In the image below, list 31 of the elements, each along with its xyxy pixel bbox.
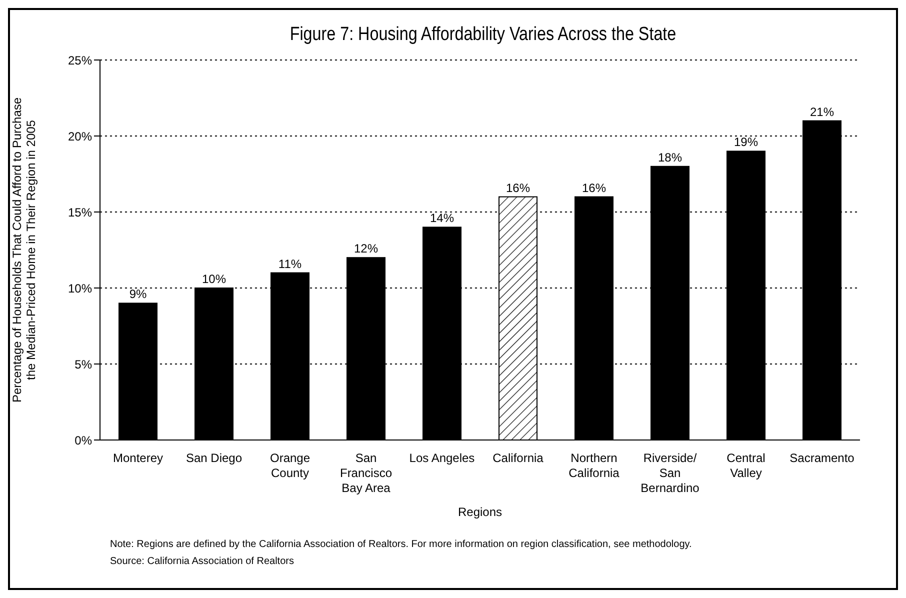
y-tick-label: 5%: [74, 357, 92, 372]
source-note: Source: California Association of Realtors: [110, 555, 295, 569]
data-label: 18%: [658, 150, 682, 164]
y-tick-label: 25%: [68, 53, 92, 68]
y-tick-label: 10%: [68, 281, 92, 296]
data-label: 16%: [506, 180, 530, 195]
data-label: 11%: [278, 256, 302, 271]
x-tick-label: San Francisco Bay Area: [340, 451, 392, 495]
data-label: 14%: [430, 211, 454, 226]
y-tick-label: 0%: [74, 433, 92, 448]
x-tick-label: Riverside/ San Bernardino: [640, 451, 700, 495]
data-label: 21%: [810, 104, 834, 119]
x-tick-label: California: [492, 451, 544, 465]
y-tick-label: 20%: [68, 129, 92, 144]
x-tick-label: San Diego: [186, 451, 242, 465]
x-tick-label: Los Angeles: [409, 451, 475, 465]
x-axis-title: Regions: [458, 505, 502, 519]
y-tick-label: 15%: [68, 205, 92, 220]
x-tick-label: Monterey: [112, 451, 164, 465]
x-tick-label: Central Valley: [726, 451, 766, 480]
data-label: 12%: [354, 242, 378, 256]
x-tick-label: Sacramento: [790, 451, 855, 465]
text: Note: Regions are defined by the California Association of Realtors. For more information on region classification, see methodology.: [110, 538, 693, 552]
chart-title: Figure 7: Housing Affordability Varies Across the State: [288, 24, 678, 47]
data-label: 19%: [734, 135, 758, 150]
data-label: 16%: [582, 180, 606, 195]
x-tick-label: Northern California: [568, 451, 620, 480]
y-axis-title: Percentage of Households That Could Afford to Purchase the Median-Priced Home in Their Region in 2005: [10, 97, 38, 403]
data-label: 9%: [129, 287, 147, 302]
x-tick-label: Orange County: [270, 451, 310, 480]
data-label: 10%: [202, 272, 226, 286]
